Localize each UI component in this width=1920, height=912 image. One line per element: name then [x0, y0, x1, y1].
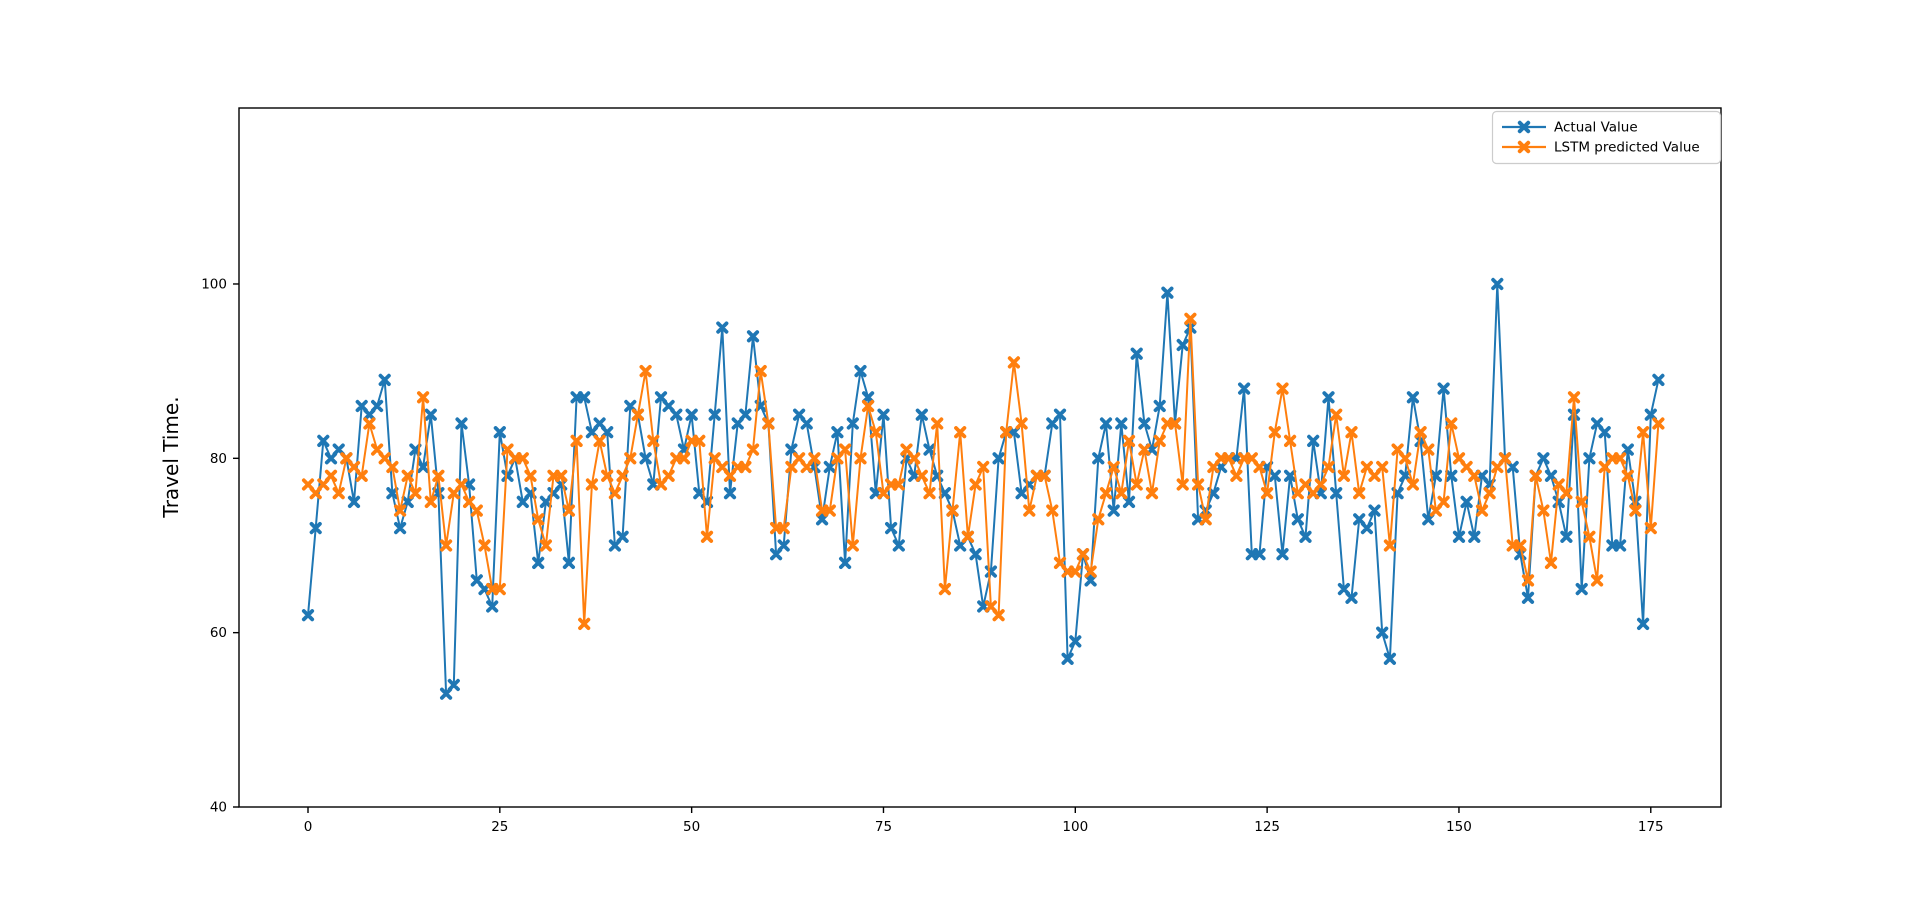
y-tick-label: 100	[201, 276, 227, 292]
x-tick-label: 125	[1254, 819, 1280, 835]
legend-entry-lstm: LSTM predicted Value	[1502, 140, 1700, 156]
legend-marker-x-icon	[1517, 120, 1531, 134]
y-tick-label: 40	[210, 800, 227, 816]
legend-marker-x-icon	[1517, 140, 1531, 154]
x-tick-label: 0	[304, 819, 313, 835]
x-tick-label: 100	[1062, 819, 1088, 835]
series-actual-value	[301, 277, 1665, 700]
series-lstm-predicted-value	[301, 312, 1665, 630]
series-x-markers	[301, 312, 1665, 630]
legend-entry-actual: Actual Value	[1502, 120, 1638, 136]
legend-label-lstm: LSTM predicted Value	[1554, 140, 1700, 156]
plot-area-border	[238, 107, 1722, 808]
x-tick-label: 150	[1446, 819, 1472, 835]
x-tick-label: 50	[683, 819, 700, 835]
legend: Actual Value LSTM predicted Value	[1491, 110, 1722, 165]
data-series-layer	[301, 277, 1665, 700]
legend-label-actual: Actual Value	[1554, 120, 1638, 136]
x-tick-label: 75	[875, 819, 892, 835]
x-tick-label: 175	[1638, 819, 1664, 835]
series-x-markers	[301, 277, 1665, 700]
x-axis-ticks: 0 25 50 75 100 125 150 175	[304, 807, 1664, 835]
x-tick-label: 25	[491, 819, 508, 835]
legend-box	[1491, 110, 1722, 165]
y-axis-label: Travel Time.	[159, 396, 183, 518]
y-tick-label: 80	[210, 451, 227, 467]
series-line	[307, 283, 1660, 695]
y-tick-label: 60	[210, 625, 227, 641]
y-axis-ticks: 40 60 80 100	[201, 276, 239, 816]
